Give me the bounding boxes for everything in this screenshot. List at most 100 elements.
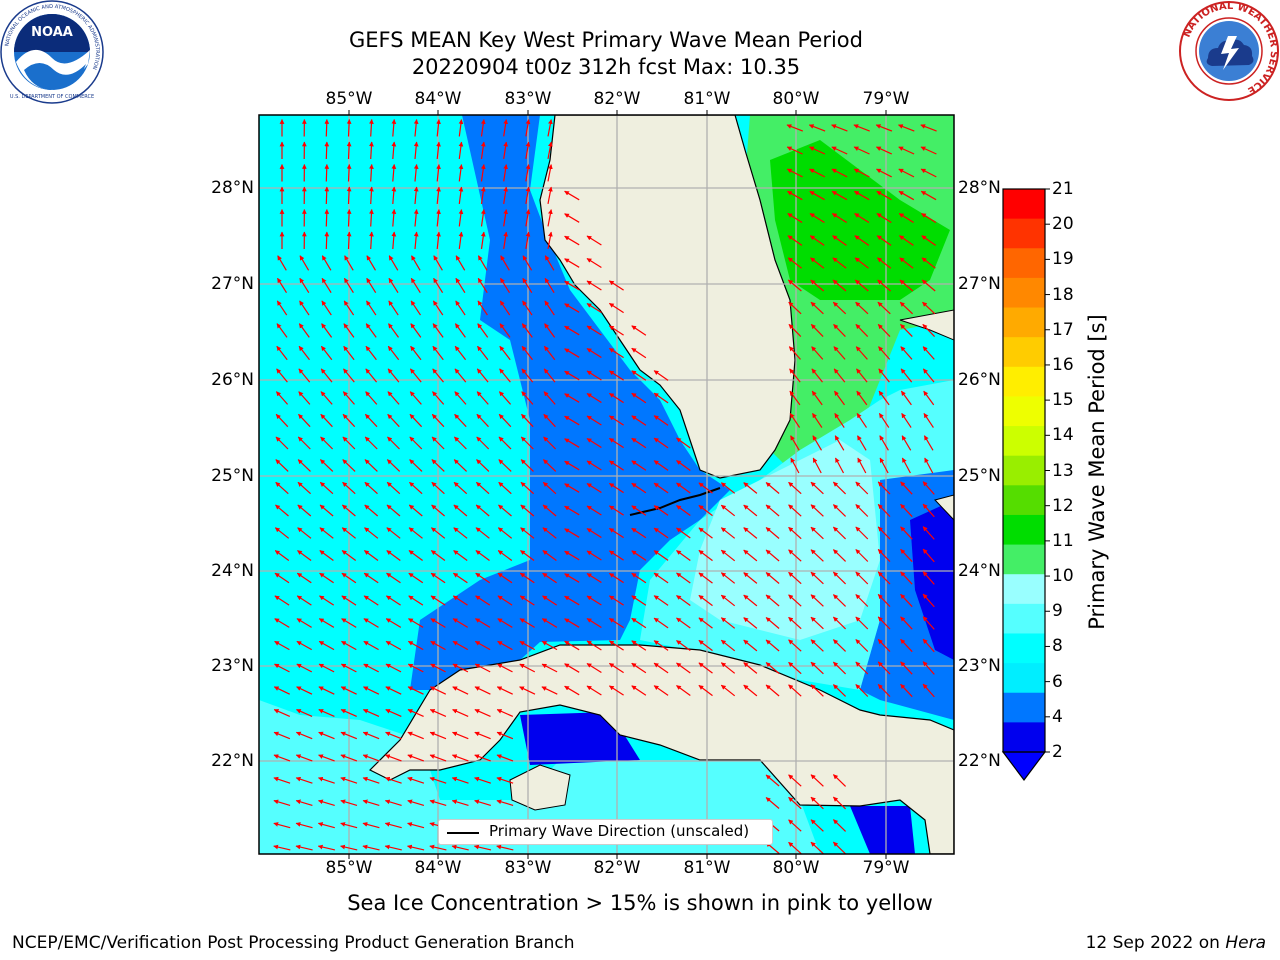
wave-direction-arrow <box>676 595 691 606</box>
wave-direction-arrow <box>564 235 580 246</box>
wave-direction-arrow <box>810 616 824 630</box>
wave-direction-arrow <box>788 684 802 697</box>
wave-direction-arrow <box>788 526 802 540</box>
wave-direction-arrow <box>432 323 444 338</box>
wave-direction-arrow <box>274 640 290 651</box>
period-6-8-region-south <box>259 700 820 854</box>
wave-direction-arrow <box>631 347 647 359</box>
lon-tick-top-85: 85°W <box>325 89 373 109</box>
wave-direction-arrow <box>324 186 330 205</box>
wave-direction-arrow <box>631 392 647 404</box>
wave-direction-arrow <box>898 190 915 201</box>
wave-direction-arrow <box>831 124 848 132</box>
wave-direction-arrow <box>273 844 291 851</box>
wave-direction-arrow <box>900 368 913 383</box>
wave-direction-arrow <box>608 640 624 651</box>
lon-tick-top-81: 81°W <box>683 89 731 109</box>
wave-direction-arrow <box>453 436 467 450</box>
wave-direction-arrow <box>586 415 602 426</box>
wave-direction-arrow <box>388 323 399 338</box>
lat-tick-left-25: 25°N <box>211 466 254 486</box>
wave-direction-arrow <box>275 436 289 450</box>
wave-direction-arrow <box>342 504 356 517</box>
wave-direction-arrow <box>608 527 624 539</box>
lat-tick-left-22: 22°N <box>211 751 254 771</box>
wave-direction-arrow <box>451 799 469 806</box>
wave-direction-arrow <box>922 301 936 315</box>
wave-direction-arrow <box>476 368 489 383</box>
wave-direction-arrow <box>318 776 335 784</box>
wave-direction-arrow <box>877 279 891 292</box>
wave-direction-arrow <box>321 255 332 271</box>
wave-direction-arrow <box>608 460 624 471</box>
wave-direction-arrow <box>676 460 691 471</box>
wave-direction-arrow <box>586 325 602 336</box>
wave-direction-arrow <box>811 368 823 383</box>
wave-direction-arrow <box>856 390 868 406</box>
wave-direction-arrow <box>525 119 531 137</box>
wave-direction-arrow <box>297 504 312 517</box>
wave-direction-arrow <box>676 662 691 674</box>
wave-direction-arrow <box>832 594 847 607</box>
wave-direction-arrow <box>476 459 490 472</box>
wave-direction-arrow <box>341 572 357 584</box>
wave-direction-arrow <box>833 323 846 338</box>
wave-direction-arrow <box>474 618 491 628</box>
wave-direction-arrow <box>275 504 289 517</box>
wave-direction-arrow <box>499 345 511 361</box>
lon-tick-top-79: 79°W <box>862 89 910 109</box>
lat-tick-left-23: 23°N <box>211 656 254 676</box>
wave-direction-arrow <box>547 186 553 205</box>
svg-text:U.S. DEPARTMENT OF COMMERCE: U.S. DEPARTMENT OF COMMERCE <box>10 94 94 100</box>
noaa-logo: NOAA NATIONAL OCEANIC AND ATMOSPHERIC AD… <box>0 0 104 104</box>
wave-direction-arrow <box>832 279 847 292</box>
wave-direction-arrow <box>274 527 290 539</box>
colorbar-segment <box>1003 426 1045 457</box>
wave-direction-arrow <box>788 796 802 810</box>
wave-direction-arrow <box>923 390 935 406</box>
wave-direction-arrow <box>877 548 891 563</box>
footer-date-text: 12 Sep 2022 on <box>1085 933 1226 953</box>
wave-direction-arrow <box>922 368 935 383</box>
wave-direction-arrow <box>720 662 736 674</box>
colorbar-segment <box>1003 248 1045 279</box>
wave-direction-arrow <box>365 368 378 383</box>
wave-direction-arrow <box>295 731 313 740</box>
wave-direction-arrow <box>458 186 464 204</box>
wave-direction-arrow <box>832 639 847 652</box>
wave-direction-arrow <box>832 819 847 832</box>
wave-direction-arrow <box>343 323 355 338</box>
wave-direction-arrow <box>475 504 490 517</box>
wave-direction-arrow <box>676 572 691 584</box>
wave-direction-arrow <box>922 526 935 540</box>
wave-direction-arrow <box>765 617 780 629</box>
wave-direction-arrow <box>429 754 447 762</box>
wave-direction-arrow <box>653 370 669 381</box>
lat-tick-left-27: 27°N <box>211 274 254 294</box>
wave-direction-arrow <box>525 209 531 227</box>
wave-direction-arrow <box>497 572 513 584</box>
wave-direction-arrow <box>503 164 509 182</box>
wave-direction-arrow <box>525 231 531 249</box>
wave-direction-arrow <box>429 776 447 784</box>
wave-direction-arrow <box>787 235 803 246</box>
wave-direction-arrow <box>854 279 869 292</box>
wave-direction-arrow <box>452 686 469 695</box>
wave-direction-arrow <box>318 686 335 695</box>
wave-direction-arrow <box>386 504 401 517</box>
wave-direction-arrow <box>877 526 891 540</box>
wave-direction-arrow <box>476 391 489 405</box>
wave-direction-arrow <box>496 686 513 695</box>
footer-machine: Hera <box>1225 933 1266 953</box>
wave-direction-arrow <box>320 345 333 361</box>
wave-direction-arrow <box>788 571 802 585</box>
wave-direction-arrow <box>631 325 647 336</box>
wave-direction-arrow <box>296 663 313 673</box>
wave-direction-arrow <box>765 527 780 539</box>
wave-direction-arrow <box>743 549 758 562</box>
wave-direction-arrow <box>832 504 847 517</box>
sea-ice-caption: Sea Ice Concentration > 15% is shown in … <box>347 891 933 915</box>
wave-direction-arrow <box>743 527 758 539</box>
wave-direction-arrow <box>608 662 624 674</box>
wave-direction-arrow <box>789 412 801 428</box>
